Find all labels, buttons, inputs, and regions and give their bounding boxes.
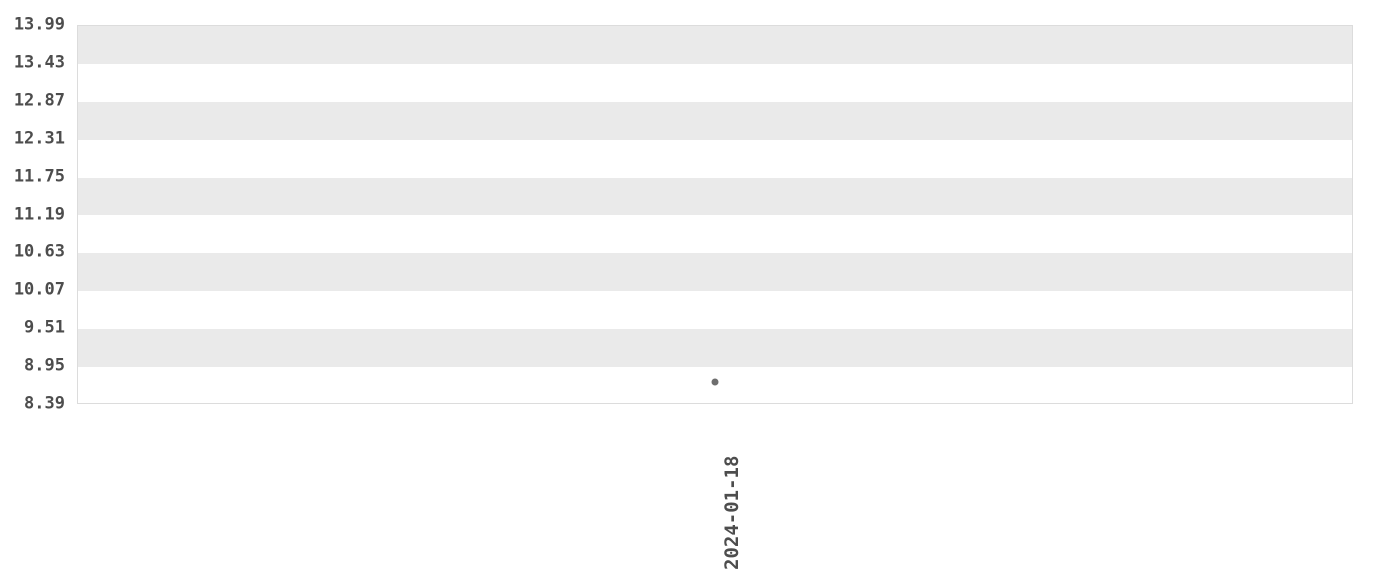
y-axis-tick-label: 9.51 xyxy=(24,317,65,338)
plot-area xyxy=(77,25,1353,404)
y-axis-tick-label: 11.19 xyxy=(13,204,65,224)
y-axis-tick-label: 13.43 xyxy=(13,52,65,73)
y-axis-tick-label: 12.31 xyxy=(13,128,65,149)
y-axis-tick-label: 8.95 xyxy=(24,355,65,376)
chart-band xyxy=(78,101,1352,140)
x-axis-tick-label: 2024-01-18 xyxy=(721,455,743,570)
y-axis-tick-label: 13.99 xyxy=(13,14,65,35)
chart-band xyxy=(78,63,1352,102)
chart-band xyxy=(78,291,1352,330)
chart-band xyxy=(78,177,1352,216)
chart-band xyxy=(78,139,1352,178)
chart-band xyxy=(78,253,1352,292)
y-axis-tick-label: 11.75 xyxy=(13,166,65,187)
y-axis-tick-label: 8.39 xyxy=(24,393,65,414)
y-axis-tick-label: 12.87 xyxy=(13,90,65,111)
y-axis-tick-label-group: 13.99 13.43 12.87 12.31 11.75 11.19 10.63 10.07… xyxy=(0,0,77,580)
chart-band xyxy=(78,329,1352,368)
chart-band xyxy=(78,215,1352,254)
y-axis-tick-label: 10.63 xyxy=(13,241,65,262)
data-point[interactable] xyxy=(711,378,719,386)
y-axis-tick-label: 10.07 xyxy=(13,279,65,300)
chart-band xyxy=(78,26,1352,64)
